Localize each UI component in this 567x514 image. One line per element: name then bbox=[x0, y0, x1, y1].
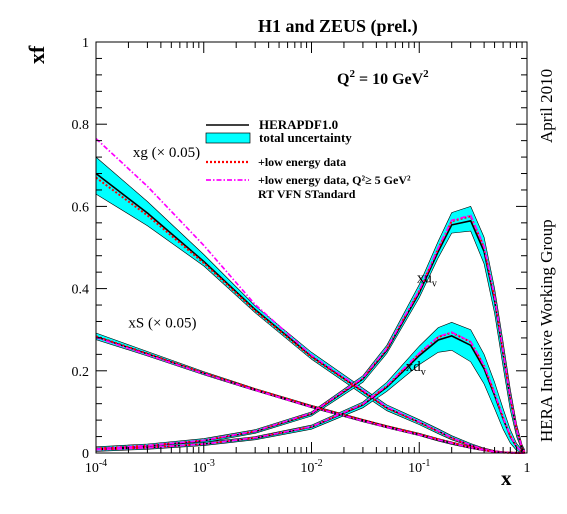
tick-labels: 10-4 10-3 10-2 10-1 1 0 0.2 0.4 0.6 0.8 1 bbox=[72, 36, 531, 476]
y-tick-label: 0.8 bbox=[72, 118, 90, 133]
y-tick-label: 0.6 bbox=[72, 200, 90, 215]
xu-q2cut-line bbox=[95, 214, 526, 453]
axis-ticks bbox=[95, 41, 528, 454]
x-tick-label: 10-1 bbox=[408, 458, 430, 476]
xg-q2cut-line bbox=[95, 137, 525, 454]
x-axis-label: x bbox=[501, 466, 512, 490]
y-axis-label: xf bbox=[24, 45, 49, 64]
x-tick-label: 10-3 bbox=[193, 458, 215, 476]
legend-swatch-uncertainty bbox=[205, 132, 251, 144]
xu-series-label: xuv bbox=[417, 270, 437, 289]
uncertainty-bands bbox=[95, 156, 525, 454]
y-tick-label: 1 bbox=[82, 36, 89, 51]
x-tick-label: 1 bbox=[524, 461, 531, 476]
chart-title: H1 and ZEUS (prel.) bbox=[258, 16, 418, 37]
legend-label-rt-vfn: RT VFN STandard bbox=[258, 187, 356, 201]
scale-label-sup1: 2 bbox=[349, 68, 355, 80]
y-tick-label: 0.2 bbox=[72, 365, 90, 380]
xg-uncertainty-band bbox=[95, 156, 525, 454]
xg-series-label: xg (× 0.05) bbox=[133, 145, 200, 161]
scale-label: Q2 = 10 GeV2 bbox=[337, 68, 429, 88]
xd-q2cut-line bbox=[95, 331, 525, 454]
xd-series-label: xdv bbox=[406, 359, 426, 378]
x-tick-label: 10-2 bbox=[300, 458, 322, 476]
legend-label-low-energy: +low energy data bbox=[258, 155, 346, 169]
series-labels: xg (× 0.05) xS (× 0.05) xuv xdv bbox=[128, 145, 436, 378]
scale-label-mid: = 10 GeV bbox=[355, 71, 424, 88]
legend-label-uncertainty: total uncertainty bbox=[259, 130, 352, 145]
scale-label-main: Q bbox=[337, 71, 349, 88]
legend-label-herapdf: HERAPDF1.0 bbox=[259, 117, 338, 132]
xd-uncertainty-band bbox=[95, 321, 525, 454]
legend-label-q2cut: +low energy data, Q²≥ 5 GeV² bbox=[258, 173, 411, 187]
xs-series-label: xS (× 0.05) bbox=[128, 316, 196, 332]
date-label: April 2010 bbox=[537, 69, 556, 143]
plot-frame bbox=[95, 41, 528, 454]
y-tick-label: 0.4 bbox=[72, 283, 90, 298]
group-label: HERA Inclusive Working Group bbox=[537, 219, 556, 442]
legend: HERAPDF1.0 total uncertainty +low energy… bbox=[205, 117, 411, 201]
x-tick-label: 10-4 bbox=[85, 458, 107, 476]
y-tick-label: 0 bbox=[82, 447, 89, 462]
scale-label-sup2: 2 bbox=[423, 68, 429, 80]
